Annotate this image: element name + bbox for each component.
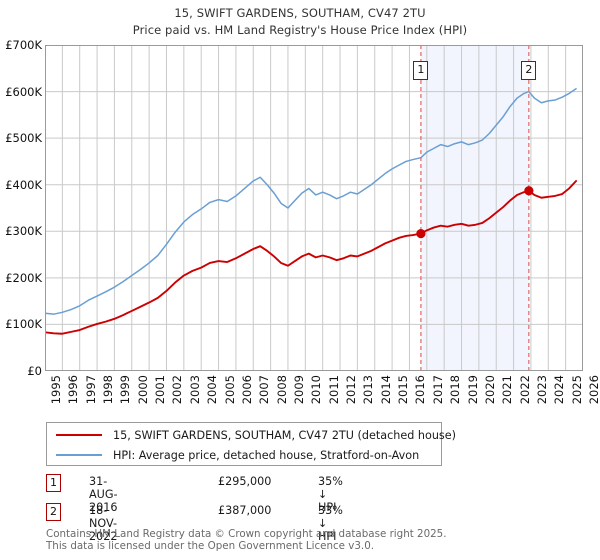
- chart-svg: [45, 45, 583, 371]
- sale-point-marker[interactable]: [524, 186, 534, 196]
- x-axis-tick-label: 2004: [205, 375, 220, 405]
- x-axis-tick-label: 1999: [118, 375, 133, 405]
- highlight-band: [420, 45, 529, 371]
- sale-date-2: 18-NOV-2022: [89, 504, 118, 543]
- x-axis-tick-label: 2011: [326, 375, 341, 405]
- sale-marker-badge[interactable]: 1: [413, 61, 429, 80]
- sale-price-2: £387,000: [218, 504, 272, 517]
- x-axis-tick-label: 2012: [344, 375, 359, 405]
- legend-label-price-paid: 15, SWIFT GARDENS, SOUTHAM, CV47 2TU (de…: [113, 428, 456, 442]
- y-axis-tick-label: £100K: [5, 317, 42, 332]
- y-axis-tick-label: £400K: [5, 177, 42, 192]
- x-axis-tick-label: 1995: [49, 375, 63, 405]
- y-axis-tick-label: £300K: [5, 224, 42, 239]
- series-line-hpi: [45, 88, 577, 315]
- x-axis-tick-label: 2016: [413, 375, 428, 405]
- legend-color-swatch-price-paid: [56, 434, 102, 436]
- x-axis-tick-label: 2026: [587, 375, 600, 405]
- x-axis-tick-label: 2017: [430, 375, 445, 405]
- page-subtitle: Price paid vs. HM Land Registry's House …: [132, 23, 468, 37]
- sale-point-marker[interactable]: [416, 229, 426, 239]
- page-title: 15, SWIFT GARDENS, SOUTHAM, CV47 2TU: [174, 6, 426, 20]
- x-axis-tick-label: 2010: [309, 375, 324, 405]
- x-axis-tick-label: 2008: [274, 375, 289, 405]
- legend-label-hpi: HPI: Average price, detached house, Stra…: [113, 448, 420, 462]
- x-axis-tick-label: 2013: [361, 375, 376, 405]
- x-axis-tick-label: 2005: [222, 375, 237, 405]
- x-axis-tick-label: 2006: [239, 375, 254, 405]
- x-axis-tick-label: 2009: [291, 375, 306, 405]
- sale-date-1: 31-AUG-2016: [89, 475, 118, 514]
- footer-attribution: Contains HM Land Registry data © Crown c…: [46, 528, 586, 552]
- x-axis-tick-label: 2002: [170, 375, 185, 405]
- y-axis-tick-label: £200K: [5, 270, 42, 285]
- x-axis-tick-label: 2023: [534, 375, 549, 405]
- sale-hpi-delta-1: 35% ↓ HPI: [318, 475, 343, 514]
- x-axis-tick-label: 2001: [153, 375, 168, 405]
- y-axis-tick-label: £0: [27, 364, 42, 378]
- x-axis-tick-label: 2024: [552, 375, 567, 405]
- x-axis-tick-label: 2020: [482, 375, 497, 405]
- legend-color-swatch-hpi: [56, 454, 102, 456]
- x-axis-tick-label: 2007: [257, 375, 272, 405]
- plot-frame: [45, 45, 583, 371]
- sale-index-badge-1: 1: [46, 474, 61, 492]
- sale-index-badge-2: 2: [46, 503, 61, 521]
- footer-line-2: This data is licensed under the Open Gov…: [46, 539, 375, 552]
- footer-line-1: Contains HM Land Registry data © Crown c…: [46, 528, 447, 540]
- sale-marker-badge[interactable]: 2: [521, 61, 537, 80]
- x-axis-tick-label: 2003: [187, 375, 202, 405]
- y-axis-tick-label: £500K: [5, 131, 42, 146]
- x-axis-tick-label: 2021: [500, 375, 515, 405]
- x-axis-labels: 1995 1996 1997 1998 1999 2000 2001 2002 2003 2004…: [45, 374, 600, 416]
- legend-entry-price-paid: 15, SWIFT GARDENS, SOUTHAM, CV47 2TU (de…: [47, 424, 456, 446]
- chart-title-block: 15, SWIFT GARDENS, SOUTHAM, CV47 2TU Pri…: [0, 0, 600, 39]
- x-axis-tick-label: 1998: [101, 375, 116, 405]
- x-axis-tick-label: 2019: [465, 375, 480, 405]
- x-axis-tick-label: 2022: [517, 375, 532, 405]
- plot-area: [45, 45, 583, 371]
- chart-legend: 15, SWIFT GARDENS, SOUTHAM, CV47 2TU (de…: [46, 422, 456, 466]
- y-axis-tick-label: £700K: [5, 38, 42, 52]
- x-axis-tick-label: 1996: [66, 375, 81, 405]
- x-axis-tick-label: 2000: [135, 375, 150, 405]
- y-axis-tick-label: £600K: [5, 84, 42, 99]
- x-axis-tick-label: 2018: [448, 375, 463, 405]
- sale-hpi-delta-2: 33% ↓ HPI: [318, 504, 343, 543]
- x-axis-tick-label: 2025: [569, 375, 584, 405]
- x-axis-tick-label: 1997: [83, 375, 98, 405]
- x-axis-tick-label: 2014: [378, 375, 393, 405]
- series-line-price-paid: [45, 180, 578, 335]
- y-axis-labels: £0 £100K £200K £300K £400K £500K £600K £700K: [0, 38, 45, 378]
- sale-price-1: £295,000: [218, 475, 272, 488]
- x-axis-tick-label: 2015: [396, 375, 411, 405]
- legend-entry-hpi: HPI: Average price, detached house, Stra…: [47, 444, 441, 466]
